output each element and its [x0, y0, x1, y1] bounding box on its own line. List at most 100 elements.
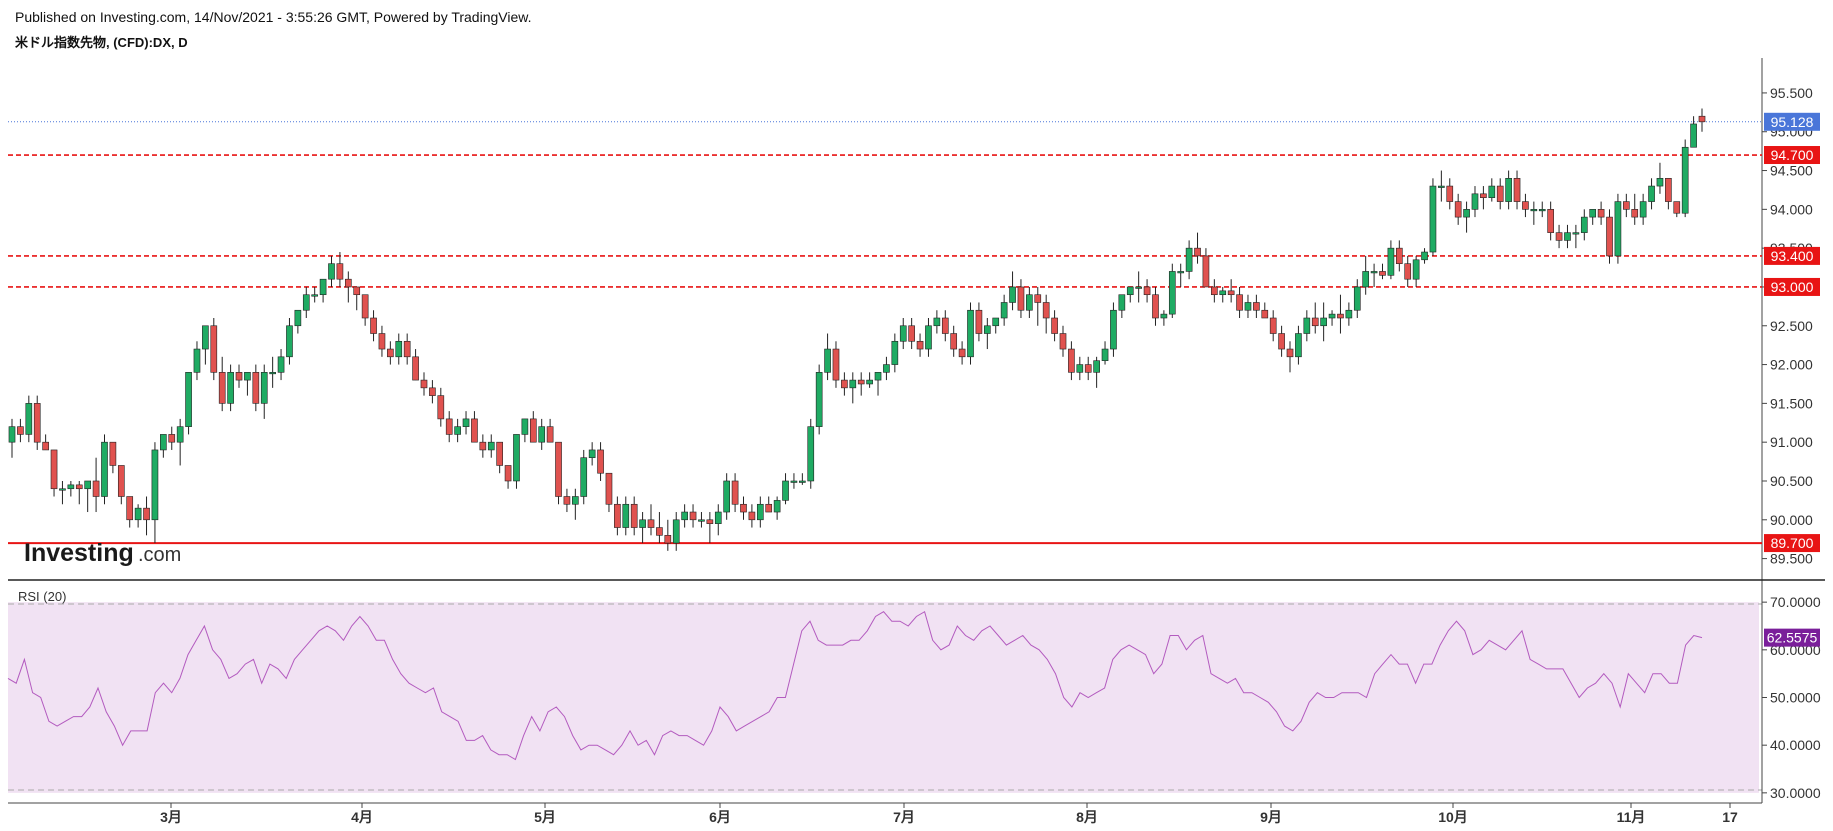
candle-body	[1261, 309, 1269, 319]
candle-body	[429, 387, 436, 396]
candle-body	[1168, 271, 1176, 315]
candle-body	[1454, 201, 1462, 218]
candle-body	[361, 294, 369, 319]
candle-body	[1362, 271, 1370, 288]
candle-body	[664, 535, 672, 544]
candle-body	[1009, 286, 1016, 303]
candle-body	[387, 348, 394, 358]
candle-body	[1051, 317, 1058, 334]
candle-body	[454, 426, 461, 435]
candle-body	[1530, 209, 1538, 212]
candle-body	[487, 441, 495, 451]
candle-body	[437, 395, 445, 420]
candle-body	[33, 403, 41, 443]
candle-body	[1244, 302, 1252, 311]
month-tick-label: 7月	[893, 809, 915, 825]
month-tick-label: 5月	[534, 809, 556, 825]
candle-body	[1227, 290, 1235, 296]
price-tick-label: 90.000	[1770, 512, 1813, 528]
candle-body	[168, 434, 176, 443]
candle-body	[1429, 185, 1437, 253]
price-tick-label: 95.500	[1770, 85, 1813, 101]
candle-body	[1488, 185, 1496, 199]
candle-body	[1547, 209, 1554, 233]
rsi-line	[7, 610, 1703, 761]
candle-body	[504, 465, 512, 482]
candle-body	[597, 449, 604, 474]
candle-body	[244, 372, 251, 381]
candle-body	[1000, 302, 1008, 319]
candle-body	[50, 449, 58, 490]
candle-body	[698, 519, 705, 522]
current-price-badge-bg	[1764, 112, 1820, 131]
candle-body	[1446, 185, 1454, 202]
candle-body	[185, 372, 192, 427]
candle-body	[294, 309, 302, 327]
candle-body	[1068, 348, 1075, 373]
candle-body	[866, 379, 873, 385]
candle-body	[269, 372, 276, 375]
candle-body	[151, 449, 159, 521]
svg-text:Investing: Investing	[24, 539, 134, 567]
month-tick-label: 9月	[1260, 809, 1282, 825]
level-badge: 89.700	[1771, 535, 1814, 551]
candle-body	[176, 426, 184, 443]
candle-body	[950, 333, 958, 350]
candle-body	[420, 379, 428, 389]
candle-body	[1135, 286, 1142, 289]
candle-body	[967, 309, 974, 358]
candle-body	[983, 325, 991, 334]
support-resistance-levels	[8, 121, 1762, 545]
candle-body	[1076, 364, 1084, 373]
price-tick-label: 94.500	[1770, 163, 1813, 179]
month-tick-label: 6月	[709, 809, 731, 825]
candle-body	[614, 503, 621, 528]
candle-body	[479, 441, 487, 451]
candle-body	[1236, 294, 1243, 311]
candle-body	[1505, 177, 1512, 202]
candle-body	[656, 527, 663, 536]
candle-body	[916, 340, 924, 350]
candle-body	[1110, 309, 1117, 350]
candle-body	[538, 426, 546, 443]
axis-value-badges: 95.128 94.700 93.400 93.000 89.700 62.5575	[1764, 112, 1820, 647]
candle-body	[1522, 201, 1529, 210]
candle-body	[1370, 271, 1378, 274]
time-axis-ticks: 3月 4月 5月 6月 7月 8月 9月 10月 11月 17	[160, 803, 1738, 825]
candle-body	[1395, 247, 1403, 264]
candle-body	[765, 503, 773, 513]
price-tick-label: 94.000	[1770, 201, 1813, 217]
candle-body	[227, 372, 234, 404]
candle-body	[706, 519, 714, 524]
candle-body	[883, 364, 890, 373]
candle-body	[975, 309, 983, 334]
candle-body	[1084, 364, 1092, 373]
candle-body	[378, 333, 386, 350]
chart-title: 米ドル指数先物, (CFD):DX, D	[15, 35, 188, 50]
candle-body	[899, 325, 907, 342]
month-tick-label: 8月	[1076, 809, 1098, 825]
candle-body	[1101, 348, 1109, 361]
month-tick-label: 10月	[1438, 809, 1468, 825]
candle-body	[773, 500, 781, 513]
candle-body	[546, 426, 554, 443]
candle-body	[286, 325, 293, 358]
candle-body	[1211, 286, 1218, 296]
candle-body	[740, 503, 747, 513]
candle-body	[1017, 286, 1025, 311]
rsi-band	[8, 602, 1759, 793]
candle-body	[84, 480, 91, 490]
rsi-value-badge: 62.5575	[1767, 630, 1818, 646]
candle-body	[714, 511, 722, 524]
candle-body	[841, 379, 848, 389]
month-tick-label: 3月	[160, 809, 182, 825]
candle-body	[134, 507, 142, 521]
candle-body	[336, 263, 344, 280]
candle-body	[1564, 232, 1571, 241]
candle-body	[1580, 216, 1588, 233]
candle-body	[1253, 302, 1260, 311]
candle-body	[958, 348, 966, 358]
candle-body	[1160, 313, 1168, 319]
candle-body	[1421, 251, 1428, 261]
